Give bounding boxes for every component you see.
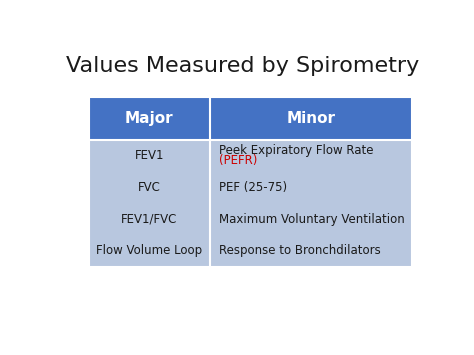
Text: Flow Volume Loop: Flow Volume Loop bbox=[96, 244, 202, 257]
FancyBboxPatch shape bbox=[89, 97, 412, 140]
Text: Response to Bronchdilators: Response to Bronchdilators bbox=[219, 244, 381, 257]
Text: Minor: Minor bbox=[286, 111, 336, 126]
Text: Values Measured by Spirometry: Values Measured by Spirometry bbox=[66, 56, 419, 76]
Text: Peek Expiratory Flow Rate: Peek Expiratory Flow Rate bbox=[219, 144, 374, 157]
Text: Maximum Voluntary Ventilation: Maximum Voluntary Ventilation bbox=[219, 213, 405, 225]
Text: (PEFR): (PEFR) bbox=[219, 154, 257, 167]
Text: FVC: FVC bbox=[138, 181, 161, 194]
FancyBboxPatch shape bbox=[89, 140, 412, 267]
Text: FEV1: FEV1 bbox=[135, 149, 164, 162]
Text: PEF (25-75): PEF (25-75) bbox=[219, 181, 287, 194]
Text: Major: Major bbox=[125, 111, 173, 126]
Text: FEV1/FVC: FEV1/FVC bbox=[121, 213, 177, 225]
